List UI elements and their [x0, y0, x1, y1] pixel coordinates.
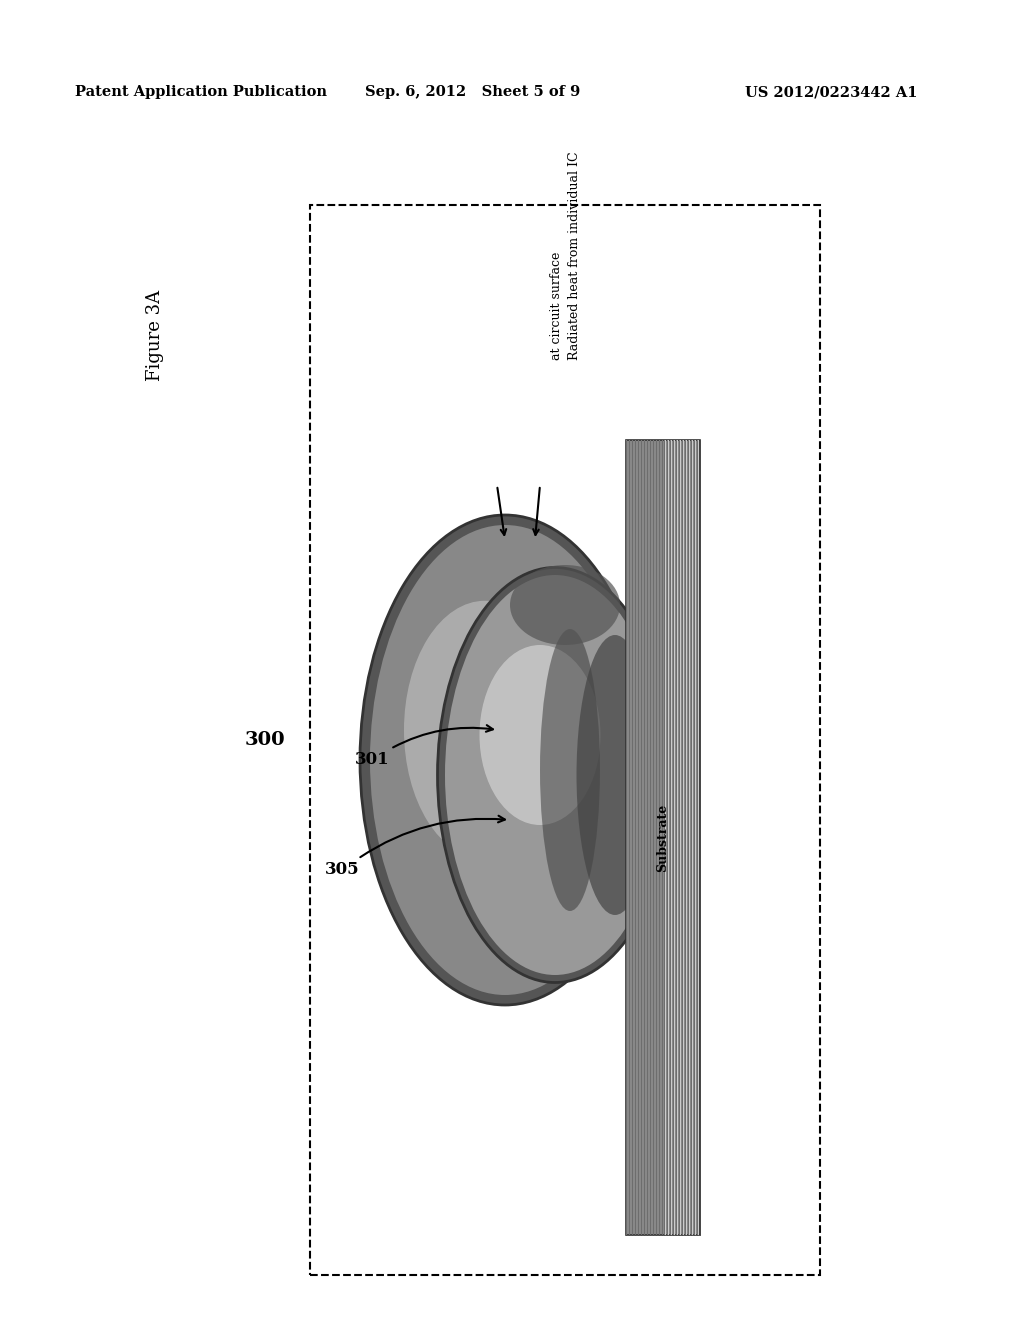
Ellipse shape: [445, 576, 665, 975]
Bar: [682, 440, 684, 1236]
Bar: [691, 440, 692, 1236]
Bar: [676, 440, 678, 1236]
Bar: [662, 440, 663, 1236]
Bar: [655, 440, 657, 1236]
Text: at circuit surface: at circuit surface: [551, 252, 563, 360]
Text: 300: 300: [245, 731, 285, 748]
Ellipse shape: [360, 515, 650, 1005]
Ellipse shape: [577, 635, 653, 915]
Ellipse shape: [540, 630, 600, 911]
Text: Substrate: Substrate: [656, 804, 670, 871]
Bar: [641, 440, 642, 1236]
Bar: [668, 440, 669, 1236]
Bar: [674, 440, 675, 1236]
Ellipse shape: [510, 565, 620, 645]
Bar: [632, 440, 634, 1236]
Ellipse shape: [437, 568, 673, 982]
Bar: [679, 440, 681, 1236]
Text: Radiated heat from individual IC: Radiated heat from individual IC: [568, 152, 582, 360]
Text: US 2012/0223442 A1: US 2012/0223442 A1: [745, 84, 918, 99]
Bar: [658, 440, 660, 1236]
Bar: [671, 440, 672, 1236]
Bar: [635, 440, 636, 1236]
Bar: [697, 440, 698, 1236]
Bar: [644, 440, 645, 1236]
Text: 301: 301: [355, 725, 493, 768]
Bar: [694, 440, 695, 1236]
Bar: [626, 440, 628, 1236]
Bar: [649, 440, 651, 1236]
Bar: [626, 440, 700, 1236]
Bar: [685, 440, 687, 1236]
Bar: [638, 440, 639, 1236]
Bar: [652, 440, 654, 1236]
Ellipse shape: [404, 601, 566, 859]
Ellipse shape: [370, 525, 640, 995]
Bar: [665, 440, 666, 1236]
Text: Sep. 6, 2012   Sheet 5 of 9: Sep. 6, 2012 Sheet 5 of 9: [365, 84, 581, 99]
Bar: [310, 205, 820, 1275]
Text: 305: 305: [326, 816, 505, 879]
Bar: [629, 440, 631, 1236]
Text: Figure 3A: Figure 3A: [146, 290, 164, 381]
Bar: [647, 440, 648, 1236]
Bar: [688, 440, 689, 1236]
Ellipse shape: [479, 645, 600, 825]
Text: Patent Application Publication: Patent Application Publication: [75, 84, 327, 99]
